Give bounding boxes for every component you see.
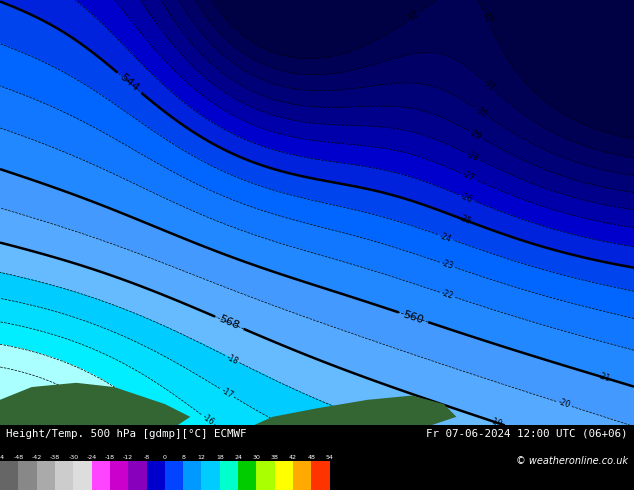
Polygon shape: [0, 383, 190, 425]
Bar: [74, 461, 91, 490]
Text: 42: 42: [289, 455, 297, 460]
Text: 568: 568: [217, 314, 241, 332]
Text: 8: 8: [181, 455, 185, 460]
Text: Fr 07-06-2024 12:00 UTC (06+06): Fr 07-06-2024 12:00 UTC (06+06): [426, 429, 628, 439]
Text: -38: -38: [50, 455, 60, 460]
Text: 48: 48: [307, 455, 315, 460]
Text: 30: 30: [252, 455, 261, 460]
Bar: [165, 461, 183, 490]
Text: -26: -26: [459, 192, 474, 204]
Text: -30: -30: [474, 105, 489, 119]
Polygon shape: [254, 395, 456, 425]
Text: -25: -25: [458, 214, 472, 226]
Bar: [293, 461, 311, 490]
Text: -54: -54: [0, 455, 5, 460]
Text: -31: -31: [481, 78, 496, 93]
Bar: [275, 461, 293, 490]
Bar: [238, 461, 256, 490]
Text: -22: -22: [440, 289, 455, 301]
Text: -18: -18: [225, 352, 240, 366]
Bar: [0, 461, 18, 490]
Bar: [128, 461, 146, 490]
Text: 18: 18: [216, 455, 224, 460]
Text: -32: -32: [406, 9, 421, 24]
Text: -16: -16: [200, 412, 216, 427]
Bar: [220, 461, 238, 490]
Bar: [256, 461, 275, 490]
Bar: [146, 461, 165, 490]
Text: 0: 0: [163, 455, 167, 460]
Text: -19: -19: [489, 416, 503, 429]
Text: -17: -17: [219, 386, 235, 400]
Text: 12: 12: [198, 455, 205, 460]
Text: -15: -15: [150, 412, 165, 426]
Text: -27: -27: [461, 170, 476, 183]
Bar: [110, 461, 128, 490]
Text: -29: -29: [468, 128, 483, 142]
Text: -23: -23: [440, 259, 455, 271]
Text: Height/Temp. 500 hPa [gdmp][°C] ECMWF: Height/Temp. 500 hPa [gdmp][°C] ECMWF: [6, 429, 247, 439]
Text: -18: -18: [105, 455, 115, 460]
Bar: [37, 461, 55, 490]
Text: 560: 560: [402, 309, 425, 325]
Text: -42: -42: [32, 455, 42, 460]
Text: -28: -28: [465, 149, 479, 163]
Text: -48: -48: [13, 455, 23, 460]
Bar: [202, 461, 220, 490]
Text: © weatheronline.co.uk: © weatheronline.co.uk: [515, 456, 628, 466]
Text: -24: -24: [86, 455, 97, 460]
Text: -24: -24: [438, 231, 453, 244]
Text: -12: -12: [123, 455, 133, 460]
Text: 38: 38: [271, 455, 279, 460]
Text: 24: 24: [234, 455, 242, 460]
Bar: [183, 461, 202, 490]
Bar: [91, 461, 110, 490]
Text: -21: -21: [597, 371, 611, 384]
Bar: [311, 461, 330, 490]
Text: -14: -14: [90, 400, 105, 415]
Text: 54: 54: [326, 455, 333, 460]
Text: -20: -20: [557, 398, 571, 410]
Text: -8: -8: [143, 455, 150, 460]
Text: -30: -30: [68, 455, 79, 460]
Bar: [18, 461, 37, 490]
Text: 544: 544: [118, 72, 141, 94]
Bar: [55, 461, 74, 490]
Text: -32: -32: [480, 10, 493, 24]
